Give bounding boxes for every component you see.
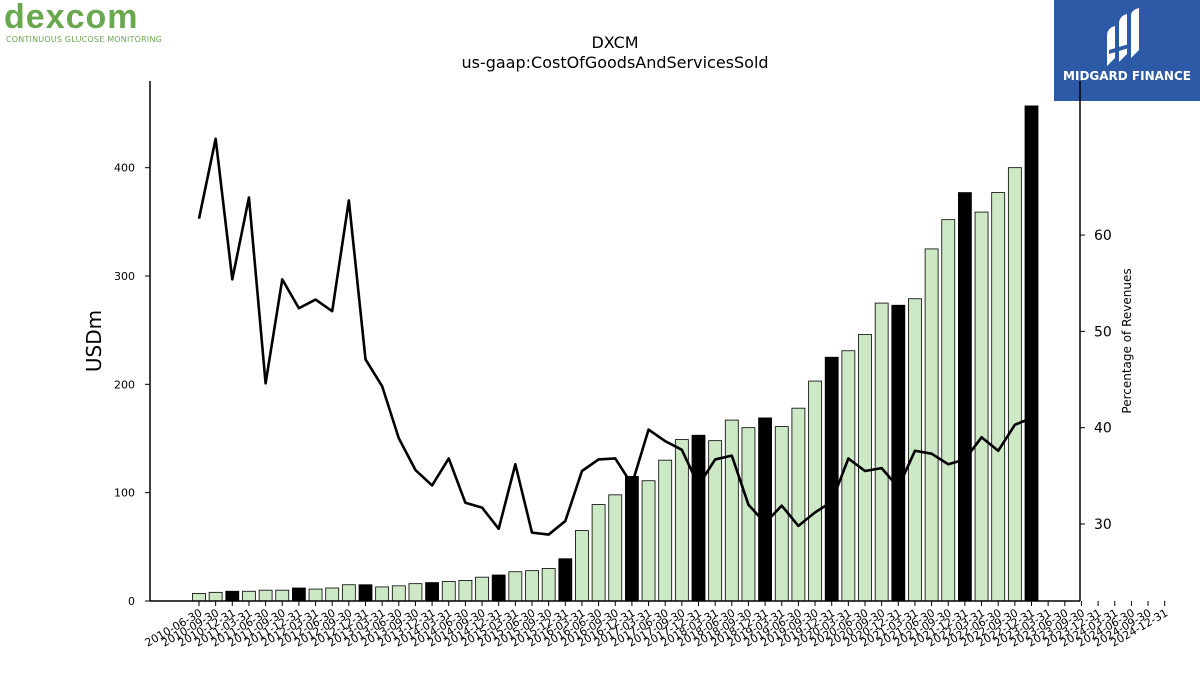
bar-2015-12-31 [558, 558, 573, 602]
bar-2019-06-30 [791, 407, 806, 602]
bar-2018-12-31 [758, 417, 772, 602]
bar-2012-03-31 [308, 588, 323, 602]
bar-2019-12-31 [824, 356, 839, 602]
bar-2015-03-31 [508, 571, 523, 602]
bar-2017-09-30 [674, 439, 689, 602]
bar-2016-06-30 [591, 504, 606, 602]
midgard-finance-name: MIDGARD FINANCE [1063, 69, 1191, 83]
y2-tick-label: 40 [1094, 421, 1112, 437]
bar-2013-09-30 [408, 583, 423, 602]
chart-subtitle: us-gaap:CostOfGoodsAndServicesSold [461, 53, 768, 72]
dexcom-logo-tagline: CONTINUOUS GLUCOSE MONITORING [6, 35, 163, 44]
y-tick-label: 300 [114, 270, 135, 283]
bar-2016-12-31 [625, 476, 639, 602]
midgard-finance-logo: MIDGARD FINANCE [1054, 0, 1200, 101]
bar-2020-09-30 [874, 302, 889, 602]
bar-2015-09-30 [541, 568, 556, 602]
bar-2019-03-31 [774, 426, 789, 602]
y-tick-label: 200 [114, 378, 135, 391]
bar-2012-12-31 [358, 584, 373, 602]
bar-2022-06-30 [991, 192, 1006, 602]
bar-2010-06-30 [192, 593, 206, 602]
bar-2010-12-31 [225, 590, 240, 602]
bar-2011-09-30 [275, 589, 290, 602]
bar-2010-09-30 [208, 591, 223, 602]
chart-title: DXCM [591, 33, 638, 52]
y-tick-label: 400 [114, 162, 135, 175]
bar-2011-03-31 [242, 590, 256, 602]
bar-2016-09-30 [608, 494, 623, 602]
bar-2022-12-31 [1024, 105, 1039, 602]
bar-2021-12-31 [958, 192, 972, 602]
bar-2015-06-30 [525, 570, 539, 602]
bar-2018-06-30 [724, 419, 739, 602]
bar-2022-03-31 [974, 211, 989, 602]
y2-tick-label: 30 [1094, 517, 1112, 533]
midgard-mark-icon [1107, 8, 1139, 66]
dexcom-logo-word: dexcom [4, 0, 139, 36]
bar-2012-09-30 [341, 584, 356, 602]
dexcom-logo: dexcom CONTINUOUS GLUCOSE MONITORING [4, 0, 184, 46]
y2-tick-label: 50 [1094, 324, 1112, 340]
bar-2021-09-30 [941, 219, 956, 602]
bar-2020-12-31 [891, 304, 906, 602]
y-tick-label: 100 [114, 487, 135, 500]
bar-2014-06-30 [458, 580, 473, 602]
bar-2013-03-31 [375, 586, 390, 602]
y-axis-label: USDm [82, 310, 106, 372]
bar-2011-06-30 [258, 589, 273, 602]
bar-2017-06-30 [658, 459, 673, 602]
bar-2013-06-30 [391, 585, 406, 602]
bar-2014-03-31 [441, 581, 456, 602]
y-tick-label: 0 [128, 595, 135, 608]
bar-2017-03-31 [641, 480, 656, 602]
bar-2021-06-30 [924, 248, 939, 602]
percentage-line [197, 137, 1032, 536]
bar-2016-03-31 [575, 530, 589, 602]
bar-2017-12-31 [691, 434, 706, 602]
bar-2012-06-30 [325, 587, 340, 602]
bar-2019-09-30 [808, 380, 822, 602]
y2-tick-label: 60 [1094, 228, 1112, 244]
bar-2018-09-30 [741, 427, 756, 602]
bar-2014-09-30 [475, 576, 489, 602]
bar-2013-12-31 [425, 582, 440, 602]
bar-2020-03-31 [841, 350, 856, 602]
y2-axis-label: Percentage of Revenues [1120, 268, 1134, 413]
bar-2022-09-30 [1007, 167, 1022, 602]
bar-2014-12-31 [491, 574, 506, 602]
bar-2011-12-31 [291, 587, 306, 602]
